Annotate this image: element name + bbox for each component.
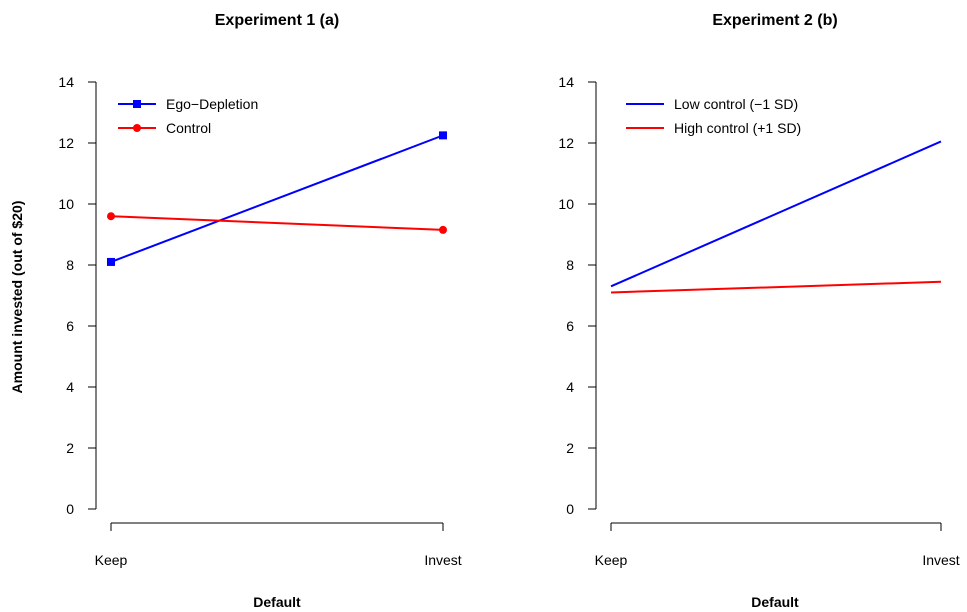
y-tick-label: 12 [58,135,74,151]
y-axis: 0 2 4 6 8 10 12 14 [58,74,97,517]
data-point [439,131,447,140]
y-tick-label: 2 [566,440,574,456]
x-axis: Keep Invest [95,522,462,568]
series-line [110,215,444,231]
series-line [610,280,942,294]
y-tick-label: 14 [58,74,74,90]
x-axis-label: Default [751,594,799,610]
y-tick-label: 4 [66,379,74,395]
shared-y-axis-label: Amount invested (out of $20) [9,201,25,394]
x-tick-label: Invest [922,552,959,568]
chart-panel-experiment-2: Experiment 2 (b) Default 0 2 4 6 8 10 12 14 Kee… [558,12,959,610]
y-axis: 0 2 4 6 8 10 12 14 [558,74,597,517]
y-tick-label: 0 [566,501,574,517]
y-tick-label: 10 [58,196,74,212]
x-tick-label: Invest [424,552,461,568]
legend-label: Ego−Depletion [166,96,258,112]
plot-area [107,131,447,266]
y-tick-label: 6 [66,318,74,334]
x-tick-label: Keep [95,552,128,568]
y-tick-label: 14 [558,74,574,90]
series-line [610,140,942,288]
x-axis: Keep Invest [595,522,960,568]
legend-label: Low control (−1 SD) [674,96,798,112]
y-tick-label: 6 [566,318,574,334]
y-tick-label: 8 [66,257,74,273]
legend-marker [133,100,141,108]
chart-title: Experiment 2 (b) [712,12,837,29]
x-tick-label: Keep [595,552,628,568]
chart-title: Experiment 1 (a) [215,12,339,29]
legend-label: Control [166,120,211,136]
x-axis-label: Default [253,594,301,610]
data-point [107,257,115,266]
y-tick-label: 2 [66,440,74,456]
legend-marker [133,124,141,132]
y-tick-label: 12 [558,135,574,151]
y-tick-label: 0 [66,501,74,517]
data-point [107,212,115,221]
legend-label: High control (+1 SD) [674,120,801,136]
plot-area [610,140,942,294]
legend: Low control (−1 SD) High control (+1 SD) [626,96,801,136]
data-point [439,225,447,234]
legend: Ego−Depletion Control [118,96,258,136]
chart-panel-experiment-1: Experiment 1 (a) Default 0 2 4 6 8 10 12 14 Kee… [58,12,461,610]
y-tick-label: 10 [558,196,574,212]
y-tick-label: 4 [566,379,574,395]
series-line [110,134,444,263]
y-tick-label: 8 [566,257,574,273]
